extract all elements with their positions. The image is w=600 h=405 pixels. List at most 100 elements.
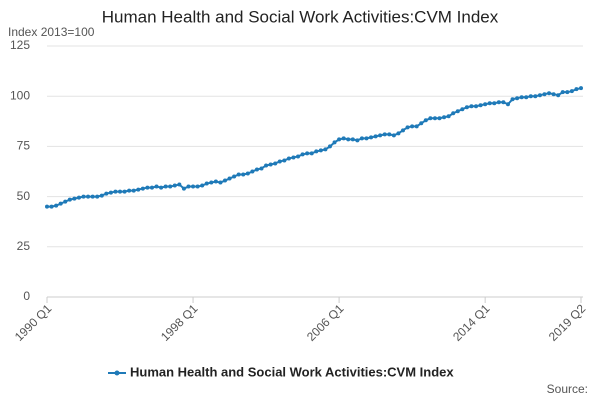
marker	[501, 100, 506, 105]
marker	[537, 93, 542, 98]
marker	[291, 155, 296, 160]
marker	[382, 132, 387, 137]
marker	[95, 194, 100, 199]
legend-marker	[114, 370, 120, 376]
marker	[359, 136, 364, 141]
marker	[241, 172, 246, 177]
marker	[172, 183, 177, 188]
marker	[565, 90, 570, 95]
marker	[574, 87, 579, 92]
marker	[460, 107, 465, 112]
marker	[177, 182, 182, 187]
y-axis-label: Index 2013=100	[8, 25, 95, 39]
y-tick-label: 75	[17, 139, 31, 153]
marker	[159, 185, 164, 190]
marker	[455, 109, 460, 114]
x-tick-label: 1998 Q1	[158, 301, 201, 344]
marker	[432, 116, 437, 121]
marker	[510, 97, 515, 102]
marker	[437, 116, 442, 121]
marker	[410, 124, 415, 129]
chart-title: Human Health and Social Work Activities:…	[102, 7, 499, 26]
marker	[369, 135, 374, 140]
marker	[556, 93, 561, 98]
marker	[245, 171, 250, 176]
y-tick-label: 100	[10, 88, 30, 102]
marker	[505, 102, 510, 107]
marker	[519, 95, 524, 100]
marker	[218, 180, 223, 185]
marker	[181, 186, 186, 191]
x-tick-label: 2014 Q1	[450, 301, 493, 344]
marker	[118, 189, 123, 194]
marker	[483, 102, 488, 107]
marker	[442, 115, 447, 120]
marker	[515, 96, 520, 101]
marker	[478, 103, 483, 108]
marker	[332, 140, 337, 145]
marker	[223, 178, 227, 183]
marker	[232, 174, 237, 179]
marker	[391, 133, 396, 138]
marker	[296, 154, 301, 159]
marker	[140, 186, 145, 191]
marker	[414, 124, 419, 129]
x-tick-label: 1990 Q1	[12, 301, 55, 344]
marker	[145, 185, 150, 190]
marker	[259, 166, 264, 171]
marker	[154, 184, 159, 189]
marker	[136, 187, 141, 192]
y-tick-label: 125	[10, 38, 30, 52]
marker	[569, 89, 574, 94]
marker	[277, 159, 282, 164]
marker	[264, 163, 269, 168]
marker	[209, 180, 214, 185]
marker	[49, 204, 54, 209]
marker	[346, 137, 351, 142]
marker	[104, 191, 109, 196]
marker	[163, 184, 168, 189]
marker	[355, 138, 360, 143]
marker	[350, 137, 355, 142]
marker	[542, 92, 547, 97]
marker	[446, 114, 451, 119]
marker	[72, 196, 77, 201]
marker	[474, 104, 479, 109]
marker	[186, 184, 191, 189]
marker	[428, 116, 433, 121]
marker	[300, 152, 305, 157]
marker	[318, 148, 323, 153]
marker	[464, 105, 469, 110]
marker	[327, 144, 332, 149]
marker	[191, 184, 196, 189]
marker	[528, 94, 533, 99]
marker	[551, 92, 556, 97]
x-tick-label: 2019 Q2	[546, 301, 589, 344]
marker	[58, 201, 63, 206]
marker	[469, 104, 474, 109]
marker	[81, 194, 86, 199]
marker	[122, 189, 127, 194]
marker	[524, 95, 529, 100]
marker	[227, 176, 232, 181]
marker	[108, 190, 113, 195]
marker	[401, 128, 405, 133]
marker	[54, 203, 59, 208]
source: Source:	[547, 382, 588, 396]
marker	[547, 91, 552, 96]
marker	[90, 194, 95, 199]
marker	[309, 151, 314, 156]
marker	[268, 162, 273, 167]
marker	[560, 90, 565, 95]
y-tick-label: 50	[17, 189, 31, 203]
marker	[373, 134, 378, 139]
marker	[254, 167, 259, 172]
marker	[487, 101, 492, 106]
marker	[204, 181, 209, 186]
marker	[213, 179, 218, 184]
y-tick-label: 25	[17, 239, 31, 253]
y-tick-label: 0	[23, 289, 30, 303]
marker	[533, 94, 538, 99]
marker	[131, 188, 136, 193]
